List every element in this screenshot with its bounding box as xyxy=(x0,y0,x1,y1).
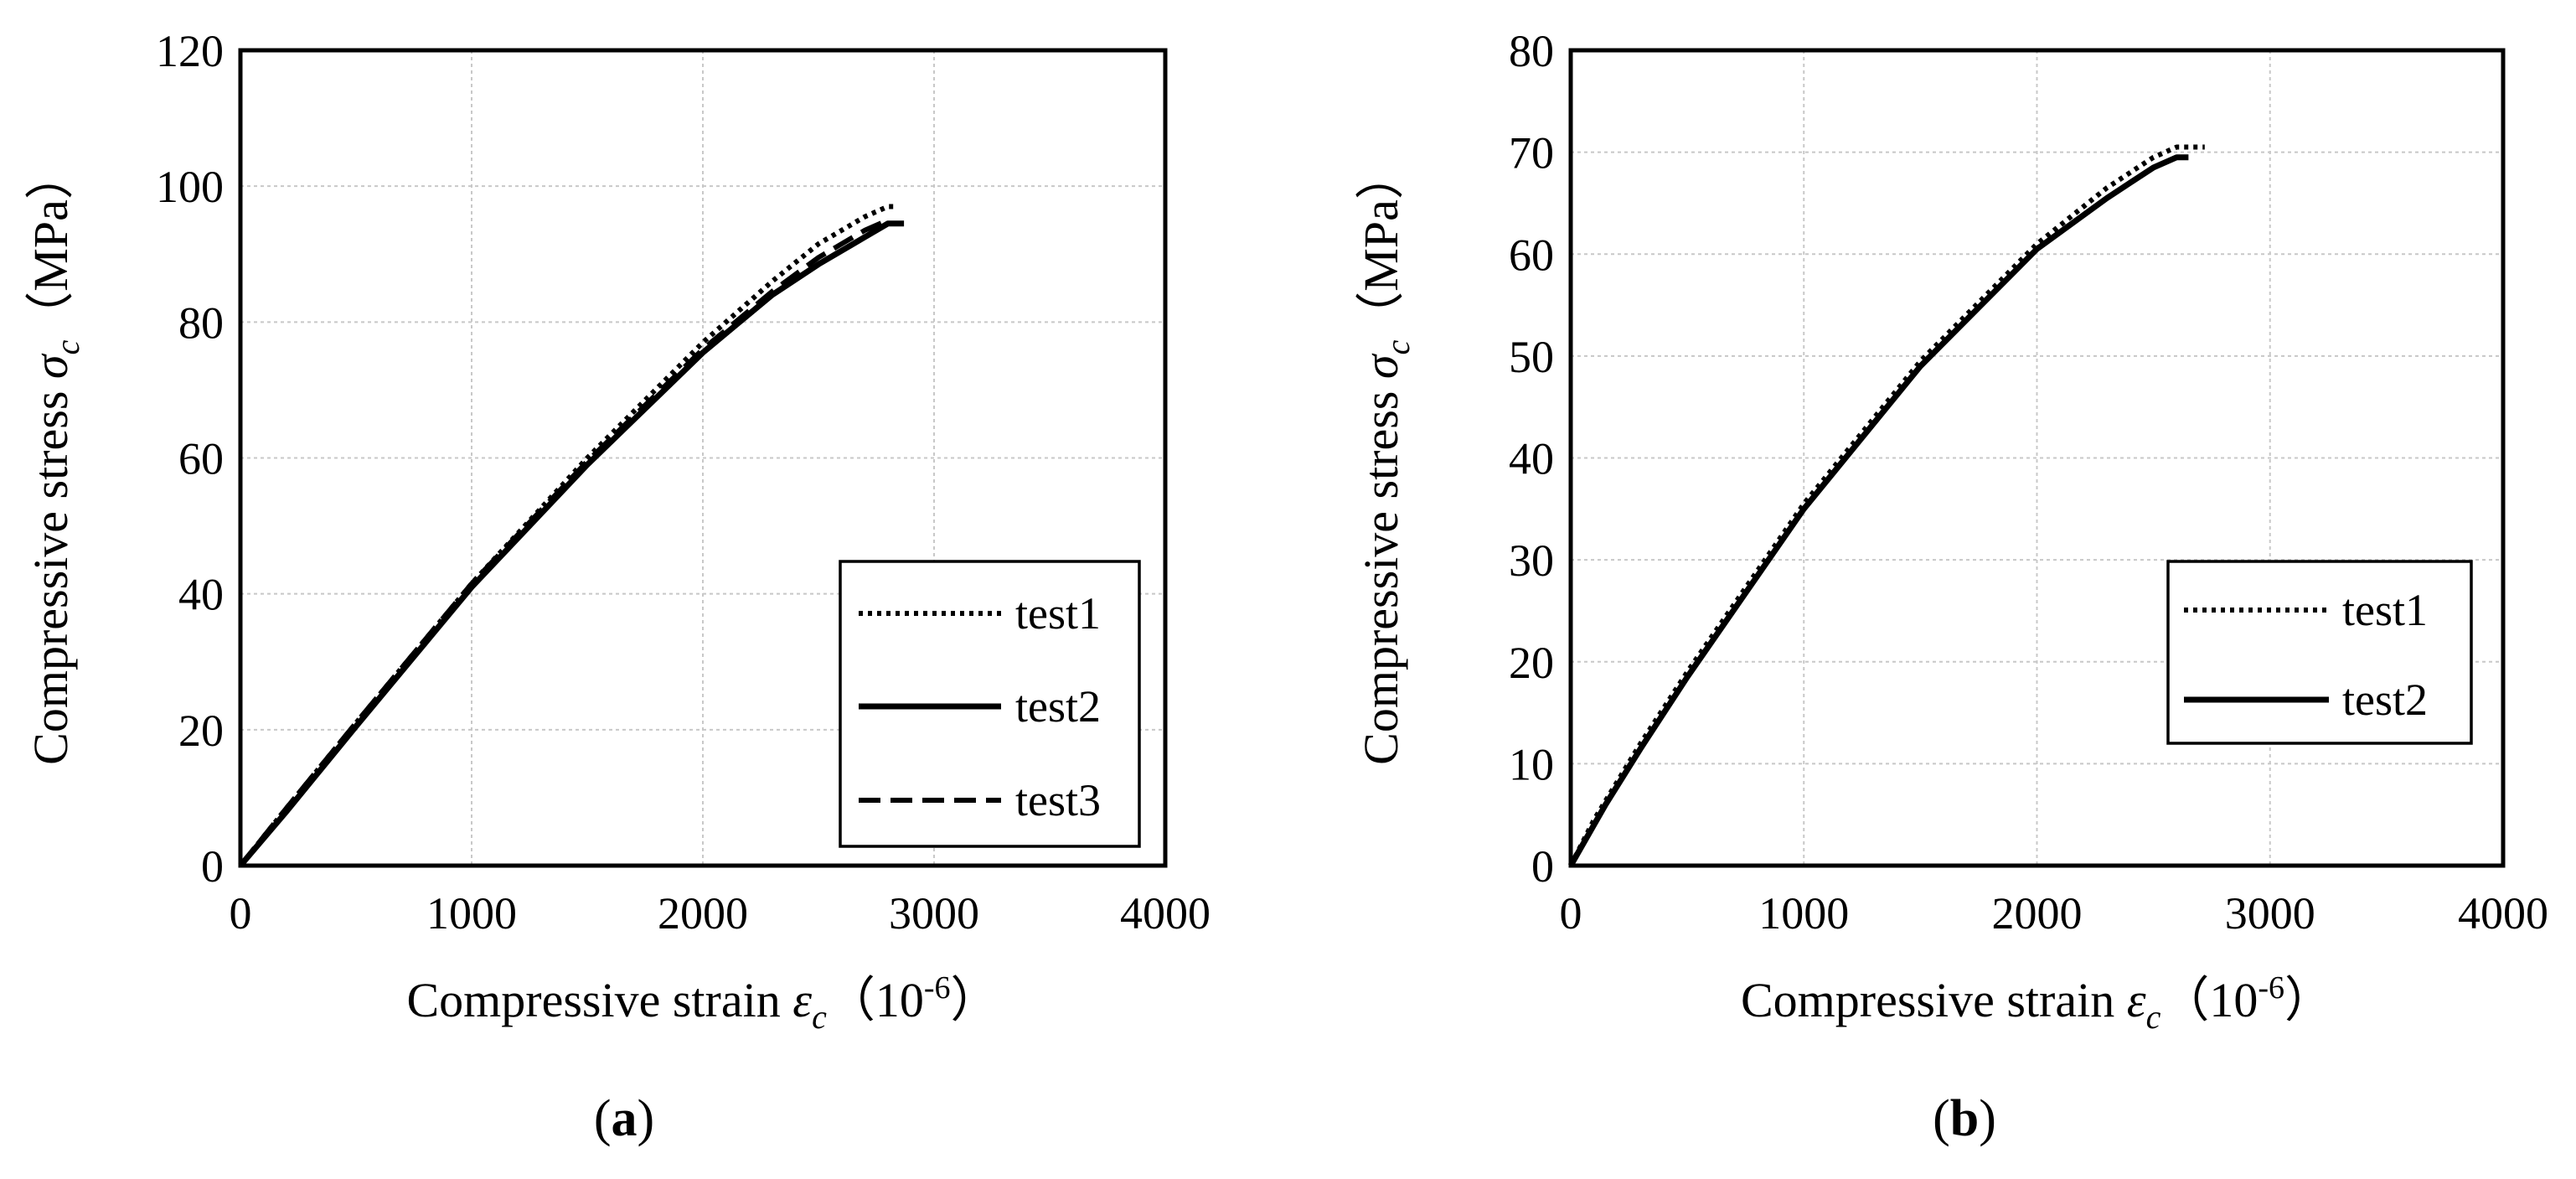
x-tick-label: 0 xyxy=(1560,888,1582,939)
y-tick-label: 20 xyxy=(178,706,224,756)
panel-label-close-paren: ) xyxy=(638,1090,655,1147)
y-tick-label: 70 xyxy=(1509,128,1554,178)
y-axis-label: Compressive stress σc（MPa） xyxy=(23,151,86,765)
x-axis-label-text: Compressive strain xyxy=(406,973,792,1027)
y-tick-label: 0 xyxy=(201,841,224,892)
x-axis-unit-close: ） xyxy=(951,973,999,1027)
x-axis-label-text: Compressive strain xyxy=(1741,973,2127,1027)
y-axis-subscript: c xyxy=(49,339,86,354)
panel-label: (a) xyxy=(594,1090,654,1147)
series-line-test2 xyxy=(238,220,905,868)
x-axis-symbol: ε xyxy=(2127,973,2146,1027)
x-tick-label: 1000 xyxy=(1758,888,1849,939)
x-axis-unit-exponent: -6 xyxy=(924,970,951,1006)
x-axis-subscript: c xyxy=(812,998,827,1036)
legend: test1 test2 test3 xyxy=(839,560,1141,848)
x-tick-label: 4000 xyxy=(1120,888,1211,939)
x-tick-label: 0 xyxy=(230,888,252,939)
y-tick-label: 80 xyxy=(178,297,224,348)
panel-label-letter: a xyxy=(612,1090,638,1147)
y-axis-symbol: σ xyxy=(1354,353,1408,379)
x-axis-subscript: c xyxy=(2146,998,2161,1036)
y-axis-label-text: Compressive stress xyxy=(23,379,78,765)
legend-label-test2: test2 xyxy=(1015,681,1101,732)
legend-label-test1: test1 xyxy=(1015,588,1101,639)
x-tick-label: 2000 xyxy=(1992,888,2083,939)
x-tick-label: 3000 xyxy=(889,888,979,939)
chart-panel-b: 0 1000 2000 3000 400001020304050607080test1t… xyxy=(1354,26,2548,1147)
series-line-test1 xyxy=(238,204,896,867)
x-tick-label: 4000 xyxy=(2458,888,2548,939)
y-tick-label: 50 xyxy=(1509,332,1554,382)
x-axis-unit-close: ） xyxy=(2284,973,2333,1027)
x-tick-label: 2000 xyxy=(658,888,748,939)
y-tick-label: 40 xyxy=(1509,434,1554,484)
y-axis-symbol: σ xyxy=(23,353,78,379)
y-axis-subscript: c xyxy=(1379,339,1417,354)
legend-label-test3: test3 xyxy=(1015,775,1101,825)
y-axis-label: Compressive stress σc（MPa） xyxy=(1354,151,1417,765)
panel-label-letter: b xyxy=(1950,1090,1979,1147)
y-tick-label: 0 xyxy=(1531,841,1554,892)
x-axis-unit: （10 xyxy=(827,973,924,1027)
y-axis-unit: （MPa） xyxy=(23,151,78,340)
y-tick-label: 30 xyxy=(1509,535,1554,586)
x-axis-unit-exponent: -6 xyxy=(2258,970,2284,1006)
x-axis-symbol: ε xyxy=(792,973,812,1027)
y-tick-label: 60 xyxy=(1509,230,1554,280)
y-axis-label-text: Compressive stress xyxy=(1354,379,1408,765)
legend-label-test1: test1 xyxy=(2342,585,2428,635)
y-tick-label: 100 xyxy=(156,162,224,212)
legend: test1 test2 xyxy=(2166,560,2473,745)
series-line-test3 xyxy=(238,217,890,867)
panel-label: (b) xyxy=(1933,1090,1996,1147)
y-tick-label: 120 xyxy=(156,26,224,76)
y-tick-label: 20 xyxy=(1509,638,1554,688)
legend-label-test2: test2 xyxy=(2342,675,2428,725)
series-line-test2 xyxy=(1567,154,2189,867)
plot-area-frame xyxy=(238,48,1168,868)
y-tick-label: 80 xyxy=(1509,26,1554,76)
y-tick-label: 60 xyxy=(178,434,224,484)
chart-panel-a: 0 1000 2000 3000 4000020406080100120test1tes… xyxy=(23,26,1211,1147)
legend-box xyxy=(2166,560,2473,745)
panel-label-close-paren: ) xyxy=(1979,1090,1996,1147)
y-axis-unit: （MPa） xyxy=(1354,151,1408,340)
panel-label-open-paren: ( xyxy=(1933,1090,1950,1147)
x-axis-label: Compressive strain εc（10-6） xyxy=(406,970,999,1036)
x-tick-label: 3000 xyxy=(2225,888,2315,939)
x-tick-label: 1000 xyxy=(426,888,517,939)
y-tick-label: 10 xyxy=(1509,739,1554,789)
x-axis-unit: （10 xyxy=(2160,973,2258,1027)
panel-label-open-paren: ( xyxy=(594,1090,612,1147)
plot-area-frame xyxy=(1568,48,2506,868)
y-tick-label: 40 xyxy=(178,570,224,620)
x-axis-label: Compressive strain εc（10-6） xyxy=(1741,970,2333,1036)
